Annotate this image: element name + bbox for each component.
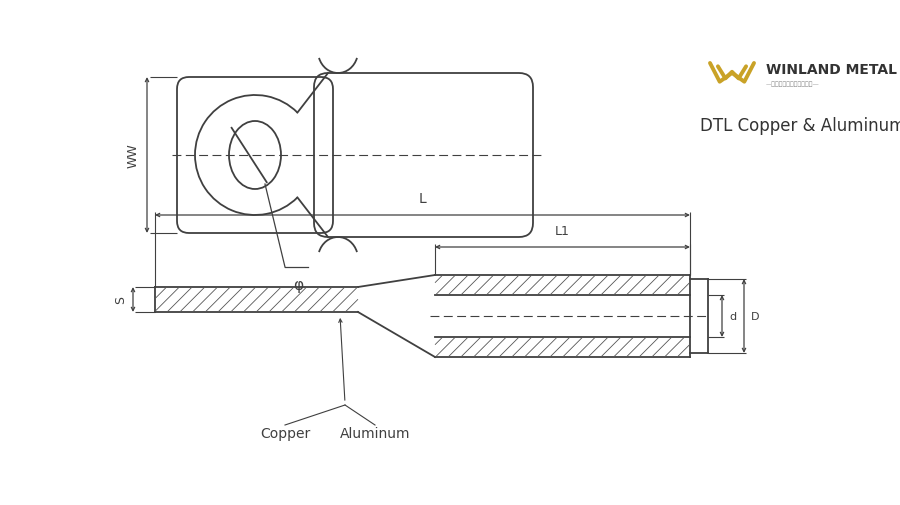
Text: —专业的铜铝金属有限公司—: —专业的铜铝金属有限公司— xyxy=(766,81,820,86)
Text: D: D xyxy=(751,312,760,321)
Text: WW: WW xyxy=(127,143,140,168)
Text: DTL Copper & Aluminum Terminal: DTL Copper & Aluminum Terminal xyxy=(700,117,900,135)
Text: φ: φ xyxy=(292,277,303,292)
Text: L: L xyxy=(418,191,427,206)
Text: L1: L1 xyxy=(555,225,570,237)
Text: Copper: Copper xyxy=(260,426,310,440)
Text: d: d xyxy=(729,312,736,321)
Text: S: S xyxy=(114,296,128,304)
Text: Aluminum: Aluminum xyxy=(340,426,410,440)
Text: WINLAND METAL: WINLAND METAL xyxy=(766,63,897,76)
